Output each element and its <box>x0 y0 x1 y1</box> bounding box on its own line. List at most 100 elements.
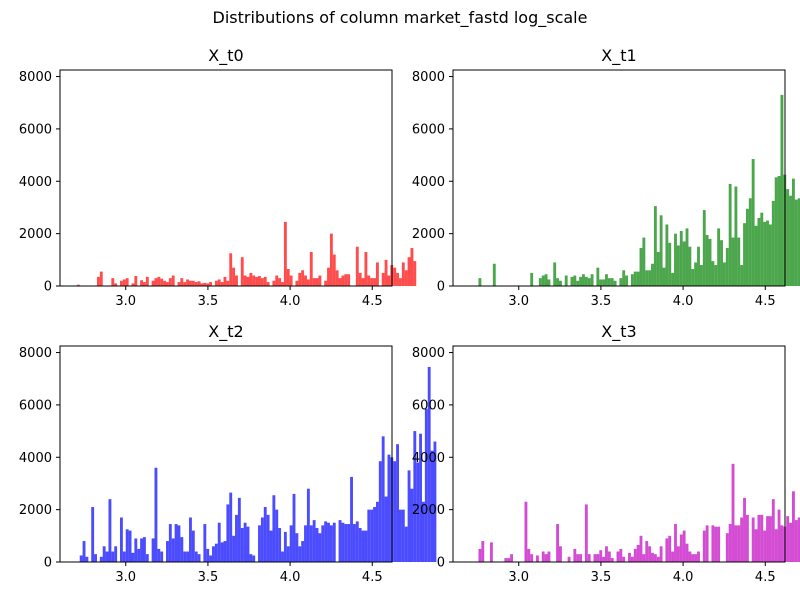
histogram-bar <box>243 522 247 562</box>
histogram-bar <box>289 525 293 562</box>
histogram-bar <box>312 520 316 562</box>
histogram-bar <box>255 276 259 286</box>
histogram-bar <box>656 556 660 562</box>
histogram-bar <box>584 276 588 286</box>
histogram-bar <box>433 441 437 562</box>
histogram-bar <box>125 278 129 286</box>
histogram-bar <box>160 551 164 562</box>
histogram-bar <box>289 275 293 286</box>
histogram-bar <box>797 198 800 286</box>
histogram-bar <box>659 215 663 286</box>
histogram-bar <box>697 551 700 562</box>
histogram-bar <box>786 516 790 562</box>
histogram-bar <box>478 548 482 562</box>
histogram-bar <box>794 520 798 562</box>
histogram-bar <box>613 280 617 286</box>
histogram-bar <box>731 463 735 562</box>
histogram-bar <box>607 551 611 562</box>
histogram-bar <box>235 275 238 286</box>
histogram-bar <box>128 530 132 562</box>
histogram-bar <box>599 550 603 562</box>
y-tick-label: 6000 <box>412 398 445 413</box>
x-tick-label: 3.5 <box>591 570 612 585</box>
histogram-bar <box>324 521 328 562</box>
histogram-bar <box>674 524 677 562</box>
histogram-bar <box>570 276 574 286</box>
histogram-bar <box>137 548 141 562</box>
histogram-bar <box>393 267 397 286</box>
histogram-bar <box>125 529 129 562</box>
histogram-bar <box>396 444 399 562</box>
histogram-bar <box>355 246 359 286</box>
histogram-bar <box>410 488 414 562</box>
histogram-bar <box>616 551 620 562</box>
histogram-bar <box>610 278 614 286</box>
histogram-bar <box>705 234 709 286</box>
x-tick-label: 4.5 <box>755 294 776 309</box>
histogram-bar <box>651 263 654 286</box>
histogram-bar <box>223 541 227 562</box>
histogram-bar <box>780 94 784 286</box>
histogram-bar <box>590 274 594 286</box>
histogram-bar <box>530 272 534 286</box>
histogram-bar <box>327 267 330 286</box>
histogram-bar <box>702 210 706 286</box>
x-tick-label: 4.0 <box>280 570 301 585</box>
histogram-bar <box>341 275 345 286</box>
y-tick-label: 8000 <box>412 70 445 85</box>
histogram-bar <box>587 278 591 286</box>
histogram-bar <box>734 186 738 286</box>
histogram-bar <box>786 189 790 286</box>
histogram-bar <box>671 551 675 562</box>
histogram-bar <box>341 522 345 562</box>
histogram-bar <box>789 195 792 286</box>
histogram-bar <box>217 279 221 286</box>
histogram-bar <box>283 221 287 286</box>
histogram-bar <box>763 530 767 562</box>
histogram-bar <box>278 527 282 562</box>
y-tick-label: 6000 <box>412 122 445 137</box>
histogram-bar <box>266 282 270 286</box>
y-tick-label: 2000 <box>19 503 52 518</box>
histogram-bar <box>298 272 302 286</box>
histogram-bar <box>656 251 660 286</box>
histogram-bar <box>243 275 247 286</box>
histogram-bar <box>226 504 230 562</box>
histogram-bar <box>662 267 666 286</box>
histogram-bar <box>407 470 411 562</box>
histogram-bar <box>424 408 428 562</box>
histogram-bar <box>119 280 123 286</box>
histogram-bar <box>593 554 597 562</box>
histogram-bar <box>381 436 385 562</box>
histogram-bar <box>492 263 496 286</box>
subplot-title: X_t3 <box>601 322 636 342</box>
histogram-bar <box>668 535 672 562</box>
histogram-bar <box>358 527 362 562</box>
histogram-bar <box>630 556 634 562</box>
histogram-bar <box>544 554 548 562</box>
y-tick-label: 0 <box>44 556 52 571</box>
histogram-bar <box>269 530 273 562</box>
histogram-bar <box>91 507 95 562</box>
histogram-bar <box>622 556 626 562</box>
histogram-bar <box>111 551 115 562</box>
histogram-bar <box>134 538 138 562</box>
histogram-bar <box>177 282 181 286</box>
y-tick-label: 4000 <box>412 451 445 466</box>
histogram-bar <box>768 224 772 286</box>
histogram-bar <box>797 517 800 562</box>
histogram-bar <box>404 270 408 286</box>
histogram-bar <box>306 279 310 286</box>
histogram-bar <box>194 282 198 286</box>
histogram-bar <box>105 551 109 562</box>
histogram-bar <box>154 278 158 286</box>
histogram-bar <box>318 275 322 286</box>
histogram-bar <box>206 548 210 562</box>
axes-frame <box>452 345 786 563</box>
histogram-bar <box>636 271 640 286</box>
histogram-bar <box>633 548 637 562</box>
histogram-bar <box>524 501 528 562</box>
histogram-bar <box>576 554 580 562</box>
histogram-bar <box>794 199 798 286</box>
histogram-bar <box>745 514 749 562</box>
